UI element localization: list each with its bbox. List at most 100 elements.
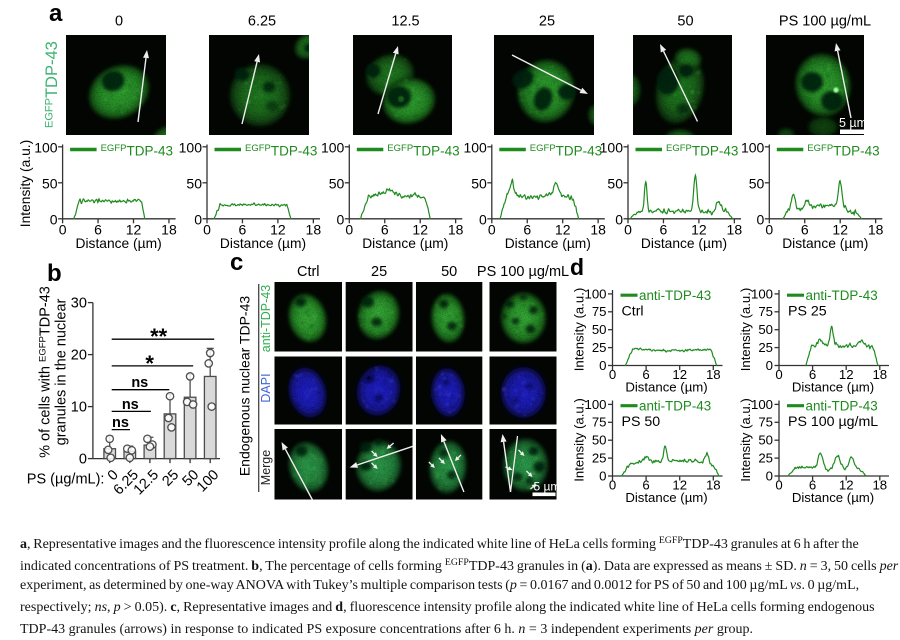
svg-text:EGFPTDP-43: EGFPTDP-43 [43, 41, 61, 128]
svg-text:Distance (µm): Distance (µm) [782, 236, 868, 251]
svg-text:18: 18 [727, 222, 743, 238]
svg-text:50: 50 [592, 322, 607, 337]
svg-text:0: 0 [624, 222, 632, 238]
svg-text:0: 0 [615, 211, 623, 227]
svg-text:Distance (µm): Distance (µm) [76, 236, 162, 251]
svg-text:100: 100 [751, 286, 773, 301]
svg-text:50: 50 [441, 264, 457, 280]
svg-text:EGFPTDP-43: EGFPTDP-43 [807, 143, 879, 159]
svg-text:100: 100 [600, 139, 624, 155]
svg-text:75: 75 [592, 415, 607, 430]
svg-text:6: 6 [239, 222, 247, 238]
svg-text:25: 25 [592, 451, 607, 466]
svg-text:6: 6 [642, 478, 649, 493]
svg-text:anti-TDP-43: anti-TDP-43 [806, 398, 878, 413]
svg-text:12.5: 12.5 [131, 467, 162, 498]
svg-text:10: 10 [71, 399, 87, 415]
svg-text:anti-TDP-43: anti-TDP-43 [639, 288, 711, 303]
svg-text:Distance (µm): Distance (µm) [625, 490, 707, 505]
svg-text:EGFPTDP-43: EGFPTDP-43 [245, 143, 317, 159]
svg-text:6: 6 [94, 222, 102, 238]
svg-text:PS 100 µg/mL: PS 100 µg/mL [779, 14, 871, 30]
svg-text:0: 0 [479, 211, 487, 227]
svg-text:12: 12 [270, 222, 286, 238]
svg-text:ns: ns [131, 375, 148, 391]
svg-text:0: 0 [609, 478, 616, 493]
svg-text:50: 50 [186, 175, 202, 191]
svg-text:6.25: 6.25 [248, 14, 276, 30]
svg-text:0: 0 [757, 211, 765, 227]
svg-text:50: 50 [607, 175, 623, 191]
svg-text:12: 12 [412, 222, 428, 238]
svg-text:0: 0 [599, 468, 606, 483]
svg-text:EGFPTDP-43: EGFPTDP-43 [387, 143, 459, 159]
svg-text:0: 0 [765, 222, 773, 238]
svg-text:Ctrl: Ctrl [622, 304, 644, 320]
svg-text:0: 0 [59, 222, 67, 238]
svg-text:Intensity (a.u.): Intensity (a.u.) [572, 288, 587, 372]
svg-text:18: 18 [872, 478, 887, 493]
svg-text:0: 0 [50, 211, 58, 227]
svg-text:50: 50 [592, 433, 607, 448]
svg-text:25: 25 [371, 264, 387, 280]
svg-text:6: 6 [660, 222, 668, 238]
svg-text:Merge: Merge [259, 450, 273, 485]
svg-text:0: 0 [488, 222, 496, 238]
svg-text:6: 6 [642, 367, 649, 382]
svg-text:18: 18 [590, 222, 606, 238]
svg-text:ns: ns [112, 415, 129, 431]
svg-text:0: 0 [775, 478, 782, 493]
svg-text:anti-TDP-43: anti-TDP-43 [639, 398, 711, 413]
svg-text:0: 0 [609, 367, 616, 382]
svg-text:25: 25 [758, 451, 773, 466]
svg-text:0: 0 [775, 367, 782, 382]
svg-text:18: 18 [872, 367, 887, 382]
svg-text:anti-TDP-43: anti-TDP-43 [806, 288, 878, 303]
svg-text:12: 12 [672, 478, 687, 493]
svg-text:granules in the nuclear: granules in the nuclear [54, 298, 70, 445]
svg-text:ns: ns [122, 397, 139, 413]
svg-text:50: 50 [758, 433, 773, 448]
svg-text:0: 0 [194, 211, 202, 227]
svg-text:Intensity (a.u.): Intensity (a.u.) [738, 398, 753, 482]
svg-text:12: 12 [672, 367, 687, 382]
svg-text:PS 25: PS 25 [788, 304, 827, 320]
svg-text:Intensity (a.u.): Intensity (a.u.) [18, 140, 33, 227]
svg-text:0: 0 [203, 222, 211, 238]
svg-text:PS (µg/mL):: PS (µg/mL): [27, 472, 105, 488]
svg-text:6: 6 [809, 367, 816, 382]
svg-text:0: 0 [599, 358, 606, 373]
svg-text:6: 6 [523, 222, 531, 238]
svg-text:PS 100 µg/mL: PS 100 µg/mL [477, 264, 569, 280]
svg-text:Distance (µm): Distance (µm) [625, 380, 707, 395]
svg-text:18: 18 [706, 478, 721, 493]
svg-text:EGFPTDP-43: EGFPTDP-43 [530, 143, 602, 159]
svg-text:30: 30 [71, 295, 87, 311]
svg-text:12: 12 [126, 222, 142, 238]
svg-text:50: 50 [749, 175, 765, 191]
svg-text:50: 50 [471, 175, 487, 191]
svg-text:50: 50 [677, 14, 693, 30]
svg-text:Distance (µm): Distance (µm) [362, 236, 448, 251]
svg-text:75: 75 [758, 304, 773, 319]
svg-text:Ctrl: Ctrl [297, 264, 320, 280]
svg-text:Distance (µm): Distance (µm) [220, 236, 306, 251]
svg-text:100: 100 [34, 139, 58, 155]
svg-text:b: b [47, 260, 62, 287]
svg-text:12: 12 [839, 478, 854, 493]
svg-text:100: 100 [584, 397, 606, 412]
svg-text:6: 6 [809, 478, 816, 493]
svg-text:50: 50 [758, 322, 773, 337]
svg-text:a: a [49, 0, 63, 27]
svg-text:100: 100 [463, 139, 487, 155]
svg-text:Distance (µm): Distance (µm) [505, 236, 591, 251]
svg-text:Distance (µm): Distance (µm) [641, 236, 727, 251]
svg-text:25: 25 [592, 340, 607, 355]
svg-text:PS 100 µg/mL: PS 100 µg/mL [788, 414, 878, 430]
svg-text:anti-TDP-43: anti-TDP-43 [259, 285, 273, 352]
svg-text:5 µm: 5 µm [839, 116, 867, 130]
svg-text:EGFPTDP-43: EGFPTDP-43 [101, 143, 173, 159]
svg-text:PS 50: PS 50 [622, 414, 661, 430]
svg-text:0: 0 [766, 358, 773, 373]
svg-text:12.5: 12.5 [391, 14, 419, 30]
